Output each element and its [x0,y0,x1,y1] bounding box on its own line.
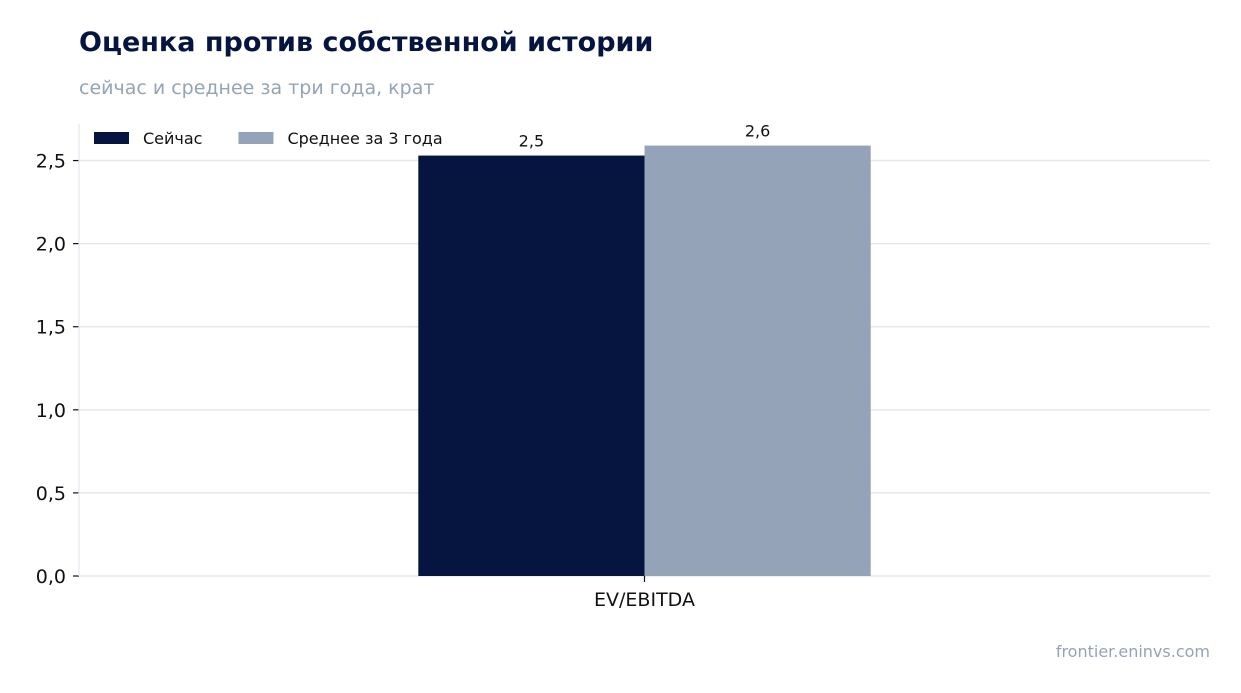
y-tick-label: 1,5 [36,317,66,339]
x-tick-label: EV/EBITDA [594,589,695,611]
legend-swatch [238,132,274,144]
chart-title: Оценка против собственной истории [79,27,654,58]
legend-label: Сейчас [143,129,202,148]
axes: 0,0 0,5 1,0 1,5 2,0 2,5 EV/EBITDA [36,124,695,611]
y-tick-label: 0,0 [36,566,66,588]
legend-swatch [94,132,129,144]
labels: 2,5 2,6 [519,122,771,151]
bar [644,145,871,576]
y-tick-label: 1,0 [36,400,66,422]
chart-subtitle: сейчас и среднее за три года, крат [79,77,435,99]
bars [418,145,871,576]
source-link[interactable]: frontier.eninvs.com [1055,642,1210,661]
legend-label: Среднее за 3 года [287,129,442,148]
y-tick-label: 2,0 [36,234,66,256]
y-tick-label: 0,5 [36,483,66,505]
data-label: 2,6 [745,122,770,141]
y-tick-label: 2,5 [36,151,66,173]
data-label: 2,5 [519,132,544,151]
legend: Сейчас Среднее за 3 года [94,129,443,148]
bar [418,155,645,576]
